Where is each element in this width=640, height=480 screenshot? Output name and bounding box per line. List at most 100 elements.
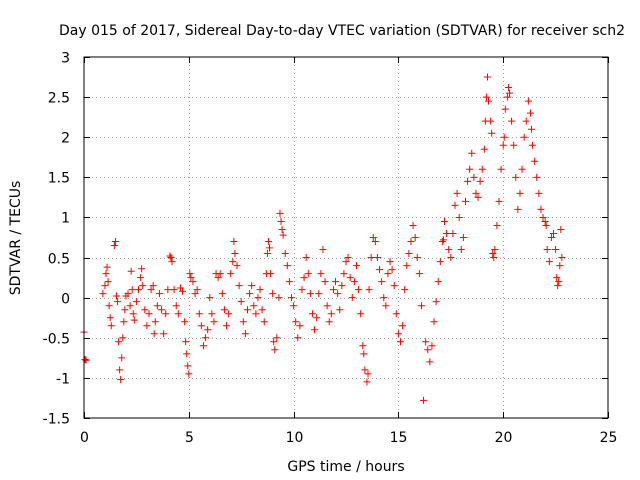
- data-point: [401, 286, 409, 294]
- data-point: [348, 294, 356, 302]
- data-point: [278, 225, 286, 233]
- data-point: [158, 306, 166, 314]
- data-point: [527, 125, 535, 133]
- data-point: [478, 165, 486, 173]
- data-point: [487, 117, 495, 125]
- data-point: [281, 250, 289, 258]
- data-point: [390, 282, 398, 290]
- data-point: [206, 294, 214, 302]
- data-point: [543, 246, 551, 254]
- data-point: [104, 278, 112, 286]
- data-point: [304, 270, 312, 278]
- data-point: [447, 254, 455, 262]
- data-point: [451, 201, 459, 209]
- data-point: [474, 193, 482, 201]
- data-point: [359, 342, 367, 350]
- data-point: [497, 165, 505, 173]
- data-point: [376, 266, 384, 274]
- data-point: [364, 370, 372, 378]
- data-point: [503, 93, 511, 101]
- data-point: [394, 330, 402, 338]
- data-point: [531, 157, 539, 165]
- data-point: [313, 314, 321, 322]
- data-point: [445, 246, 453, 254]
- data-point: [191, 290, 199, 298]
- data-point: [300, 274, 308, 282]
- y-tick-label: 0: [61, 292, 70, 308]
- data-point: [143, 322, 151, 330]
- data-point: [485, 97, 493, 105]
- data-point: [554, 282, 562, 290]
- data-point: [319, 246, 327, 254]
- data-point: [367, 254, 375, 262]
- data-point: [455, 213, 463, 221]
- data-point: [153, 302, 161, 310]
- data-point: [149, 282, 157, 290]
- data-point: [267, 270, 275, 278]
- data-point: [308, 310, 316, 318]
- data-point: [526, 109, 534, 117]
- data-point: [380, 294, 388, 302]
- data-point: [298, 286, 306, 294]
- data-point: [514, 205, 522, 213]
- data-point: [355, 286, 363, 294]
- x-tick-labels: 0 5 10 15 20 25: [80, 430, 617, 446]
- data-point: [121, 306, 129, 314]
- data-point: [118, 354, 126, 362]
- data-point: [296, 322, 304, 330]
- x-tick-label: 10: [286, 430, 304, 446]
- data-point: [137, 274, 145, 282]
- data-point: [230, 238, 238, 246]
- data-point: [557, 225, 565, 233]
- data-point: [269, 290, 277, 298]
- data-point: [537, 205, 545, 213]
- data-point: [533, 173, 541, 181]
- data-point: [500, 133, 508, 141]
- data-point: [342, 258, 350, 266]
- data-point: [145, 310, 153, 318]
- x-tick-label: 20: [495, 430, 513, 446]
- data-point: [119, 334, 127, 342]
- data-point: [432, 298, 440, 306]
- data-point: [488, 129, 496, 137]
- data-point: [256, 286, 264, 294]
- data-point: [162, 310, 170, 318]
- data-point: [417, 302, 425, 310]
- data-point: [522, 117, 530, 125]
- data-point: [166, 252, 174, 260]
- data-point: [174, 310, 182, 318]
- data-point: [459, 234, 467, 241]
- data-point: [292, 318, 300, 326]
- data-point: [466, 165, 474, 173]
- data-point: [283, 262, 291, 270]
- data-point: [264, 238, 272, 246]
- data-point: [160, 330, 168, 338]
- data-point: [260, 318, 268, 326]
- data-point: [183, 350, 191, 358]
- data-point: [170, 286, 178, 294]
- data-point: [99, 290, 107, 298]
- data-point: [411, 234, 419, 241]
- data-point: [382, 302, 390, 310]
- data-point: [420, 396, 428, 404]
- data-point: [334, 290, 342, 298]
- data-point: [184, 362, 192, 370]
- data-point: [552, 246, 560, 254]
- data-point: [422, 338, 430, 346]
- data-point: [384, 270, 392, 278]
- data-point: [396, 338, 404, 346]
- data-point: [350, 278, 358, 286]
- data-point: [276, 209, 284, 217]
- data-point: [329, 286, 337, 294]
- data-point: [361, 366, 369, 374]
- data-point: [241, 330, 249, 338]
- data-point: [210, 318, 218, 326]
- data-point: [252, 310, 260, 318]
- data-point: [413, 254, 421, 262]
- data-point: [120, 318, 128, 326]
- data-point: [141, 306, 149, 314]
- data-point: [216, 270, 224, 278]
- data-point: [363, 378, 371, 386]
